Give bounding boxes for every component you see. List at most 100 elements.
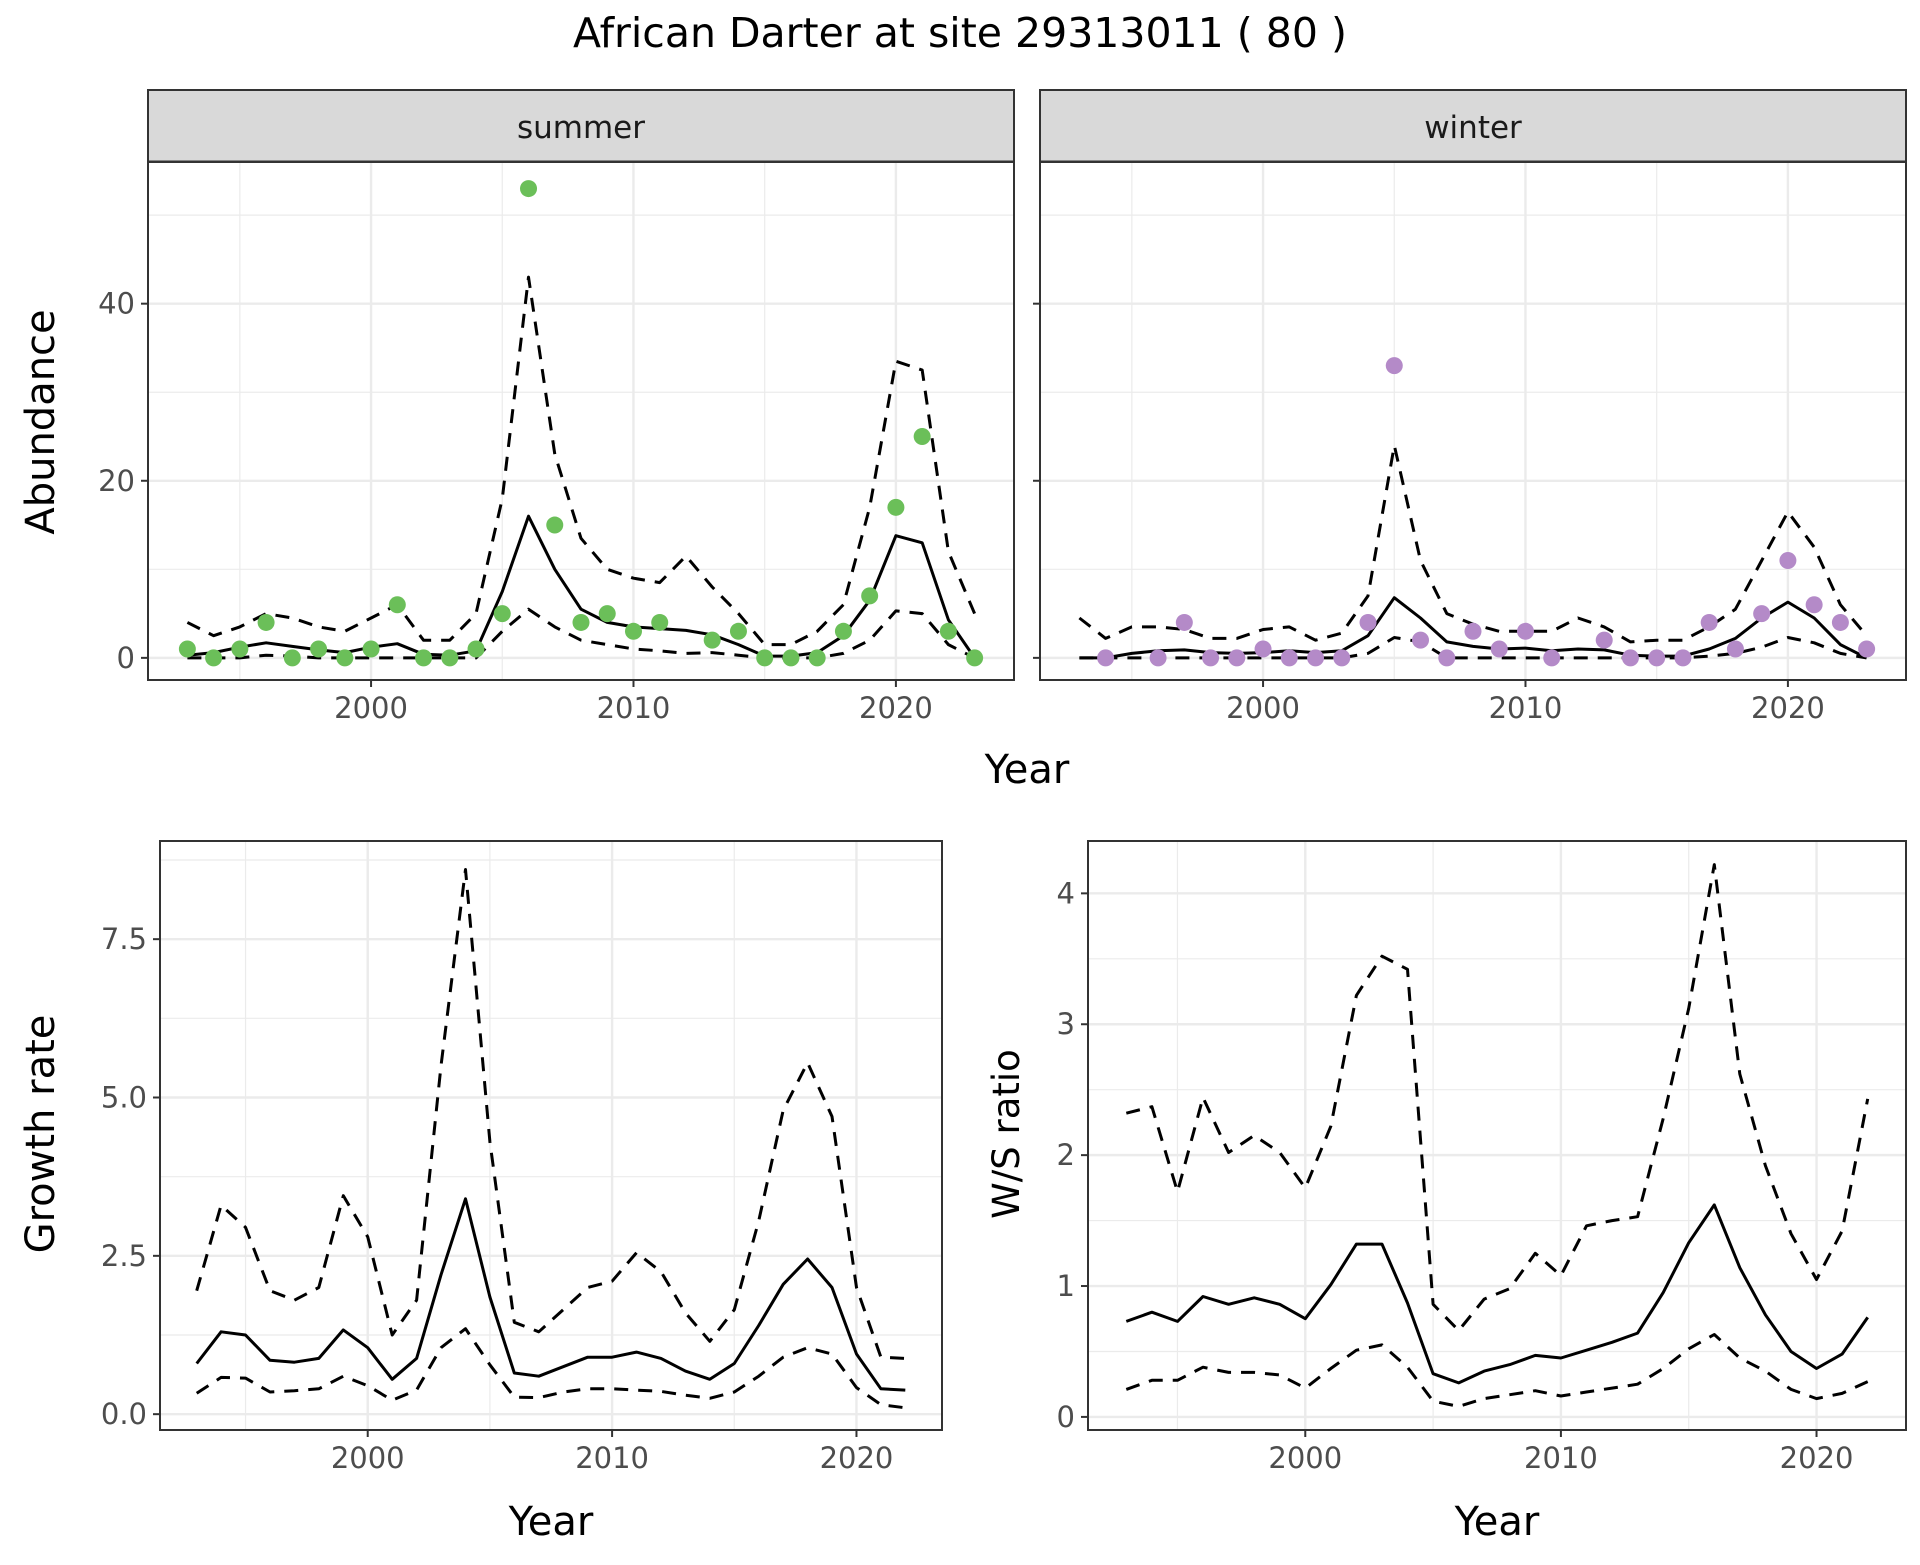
winter-x-tick-label: 2020 bbox=[1751, 691, 1825, 725]
growth-y-tick-label: 5.0 bbox=[101, 1081, 147, 1115]
strip-summer-label: summer bbox=[517, 110, 645, 146]
strip-winter-label: winter bbox=[1424, 110, 1522, 146]
growth-y-tick-label: 0.0 bbox=[101, 1397, 147, 1431]
winter-data-point bbox=[1831, 613, 1849, 631]
plot-area-winter: 2000 2010 2020 bbox=[1033, 161, 1907, 725]
summer-panel-border bbox=[147, 161, 1015, 681]
winter-data-point bbox=[1805, 596, 1823, 614]
ratio-x-tick-label: 2020 bbox=[1780, 1441, 1854, 1475]
winter-data-point bbox=[1438, 649, 1456, 667]
growth-dashed-line-1 bbox=[195, 868, 906, 1360]
chart-title: African Darter at site 29313011 ( 80 ) bbox=[573, 9, 1347, 57]
winter-x-tick-label: 2010 bbox=[1489, 691, 1563, 725]
winter-data-point bbox=[1254, 640, 1272, 658]
ratio-y-tick-label: 3 bbox=[1057, 1007, 1075, 1041]
summer-data-point bbox=[415, 649, 433, 667]
ratio-x-axis-title: Year bbox=[1454, 1499, 1540, 1545]
ratio-y-tick-label: 2 bbox=[1057, 1138, 1075, 1172]
summer-y-tick-label: 20 bbox=[98, 464, 135, 498]
summer-y-tick-label: 40 bbox=[98, 287, 135, 321]
top-y-axis-title: Abundance bbox=[18, 309, 64, 534]
summer-data-point bbox=[205, 649, 223, 667]
growth-x-tick-label: 2020 bbox=[820, 1441, 894, 1475]
plot-area-growth-rate: 2000 2010 2020 0.0 2.5 5.0 7.5 bbox=[101, 840, 943, 1475]
winter-data-point bbox=[1333, 649, 1351, 667]
summer-data-point bbox=[310, 640, 328, 658]
summer-data-point bbox=[939, 622, 957, 640]
summer-data-point bbox=[808, 649, 826, 667]
summer-data-point bbox=[624, 622, 642, 640]
summer-data-point bbox=[782, 649, 800, 667]
summer-data-point bbox=[729, 622, 747, 640]
summer-data-point bbox=[441, 649, 459, 667]
winter-plot-background bbox=[1040, 162, 1906, 680]
ratio-dashed-line-1 bbox=[1125, 863, 1870, 1332]
winter-data-point bbox=[1858, 640, 1876, 658]
summer-data-point bbox=[231, 640, 249, 658]
growth-panel-border bbox=[159, 840, 943, 1431]
summer-data-point bbox=[257, 613, 275, 631]
winter-data-point bbox=[1516, 622, 1534, 640]
summer-data-point bbox=[598, 605, 616, 623]
winter-data-point bbox=[1385, 357, 1403, 375]
summer-data-point bbox=[362, 640, 380, 658]
winter-data-point bbox=[1228, 649, 1246, 667]
summer-x-tick-label: 2010 bbox=[597, 691, 671, 725]
winter-data-point bbox=[1359, 613, 1377, 631]
summer-x-tick-label: 2000 bbox=[334, 691, 408, 725]
summer-data-point bbox=[336, 649, 354, 667]
ratio-y-tick-label: 4 bbox=[1057, 876, 1075, 910]
growth-dashed-line-2 bbox=[195, 1327, 906, 1410]
summer-data-point bbox=[283, 649, 301, 667]
winter-data-point bbox=[1595, 631, 1613, 649]
winter-data-point bbox=[1779, 551, 1797, 569]
summer-dashed-line-1 bbox=[186, 275, 976, 647]
summer-data-point bbox=[388, 596, 406, 614]
summer-dashed-line-2 bbox=[187, 607, 976, 660]
panel-ws-ratio: 2000 2010 2020 0 1 2 3 4 Year W/S ratio bbox=[985, 840, 1907, 1545]
ratio-x-tick-label: 2010 bbox=[1524, 1441, 1598, 1475]
panel-winter: winter 2000 2010 2020 bbox=[1033, 89, 1907, 725]
summer-data-point bbox=[651, 613, 669, 631]
growth-x-tick-label: 2000 bbox=[331, 1441, 405, 1475]
winter-data-point bbox=[1543, 649, 1561, 667]
summer-data-point bbox=[913, 427, 931, 445]
summer-x-tick-label: 2020 bbox=[859, 691, 933, 725]
ratio-solid-line-0 bbox=[1125, 1203, 1869, 1385]
top-x-axis-title: Year bbox=[984, 747, 1070, 793]
summer-data-point bbox=[467, 640, 485, 658]
summer-data-point bbox=[703, 631, 721, 649]
ratio-y-tick-label: 1 bbox=[1057, 1269, 1075, 1303]
winter-panel-border bbox=[1039, 161, 1907, 681]
winter-data-point bbox=[1175, 613, 1193, 631]
summer-data-point bbox=[178, 640, 196, 658]
growth-y-tick-label: 2.5 bbox=[101, 1239, 147, 1273]
summer-data-point bbox=[861, 587, 879, 605]
summer-data-point bbox=[834, 622, 852, 640]
winter-data-point bbox=[1753, 605, 1771, 623]
growth-y-tick-label: 7.5 bbox=[101, 922, 147, 956]
growth-x-tick-label: 2010 bbox=[575, 1441, 649, 1475]
winter-data-point bbox=[1700, 613, 1718, 631]
summer-data-point bbox=[546, 516, 564, 534]
winter-data-point bbox=[1464, 622, 1482, 640]
growth-plot-background bbox=[160, 841, 942, 1430]
growth-y-axis-title: Growth rate bbox=[18, 1015, 64, 1254]
winter-data-point bbox=[1490, 640, 1508, 658]
winter-data-point bbox=[1097, 649, 1115, 667]
strip-summer bbox=[147, 89, 1015, 163]
summer-data-point bbox=[493, 605, 511, 623]
summer-data-point bbox=[966, 649, 984, 667]
summer-data-point bbox=[887, 498, 905, 516]
strip-winter bbox=[1039, 89, 1907, 163]
summer-data-point bbox=[572, 613, 590, 631]
winter-x-tick-label: 2000 bbox=[1226, 691, 1300, 725]
summer-y-tick-label: 0 bbox=[117, 641, 135, 675]
growth-solid-line-0 bbox=[195, 1197, 906, 1392]
plot-area-summer: 2000 2010 2020 0 20 40 bbox=[98, 161, 1015, 725]
panel-growth-rate: 2000 2010 2020 0.0 2.5 5.0 7.5 Year Growth rat… bbox=[18, 840, 943, 1545]
winter-data-point bbox=[1280, 649, 1298, 667]
panel-summer: summer 2000 2010 2020 0 20 40 bbox=[98, 89, 1015, 725]
